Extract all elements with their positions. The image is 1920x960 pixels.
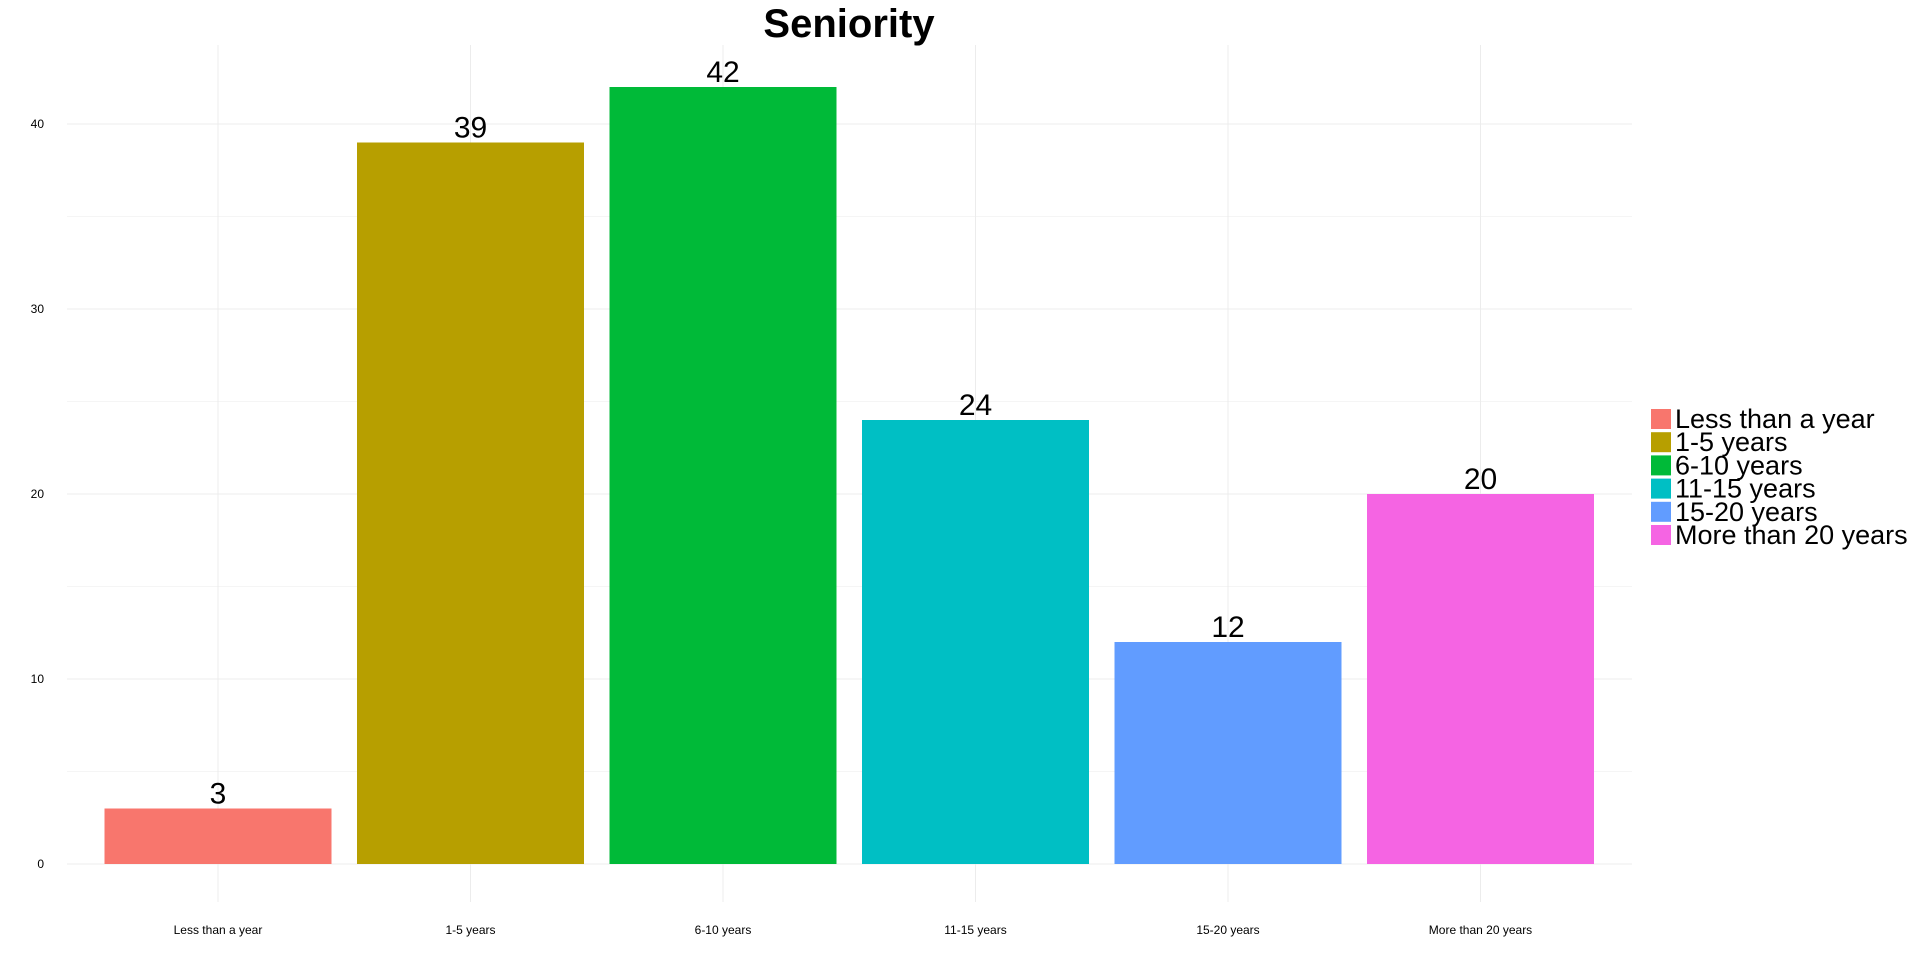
legend-label: 15-20 years <box>1675 497 1818 527</box>
data-labels: 3 39 42 24 12 20 <box>210 56 1498 811</box>
x-tick-label: Less than a year <box>174 923 263 937</box>
legend-swatch <box>1651 455 1671 476</box>
bar <box>609 87 837 864</box>
bar <box>862 420 1089 864</box>
data-label: 39 <box>454 112 487 145</box>
legend-swatch <box>1651 478 1671 499</box>
legend-swatch <box>1651 432 1671 453</box>
bar <box>1367 494 1594 864</box>
legend-label: 6-10 years <box>1675 450 1803 480</box>
legend-label: More than 20 years <box>1675 520 1908 550</box>
legend-swatch <box>1651 501 1671 522</box>
x-axis: Less than a year 1-5 years 6-10 years 11-15… <box>174 923 1533 937</box>
legend-label: Less than a year <box>1675 404 1875 434</box>
x-tick-label: 15-20 years <box>1196 923 1259 937</box>
data-label: 42 <box>706 56 739 89</box>
y-tick-label: 10 <box>31 672 45 686</box>
x-tick-label: 11-15 years <box>944 923 1006 937</box>
y-tick-label: 40 <box>31 117 45 131</box>
bar <box>357 142 584 864</box>
x-tick-label: More than 20 years <box>1429 923 1532 937</box>
legend-label: 11-15 years <box>1675 474 1816 504</box>
x-tick-label: 6-10 years <box>695 923 752 937</box>
data-label: 24 <box>959 389 992 422</box>
x-tick-label: 1-5 years <box>445 923 495 937</box>
legend-swatch <box>1651 409 1671 429</box>
bar <box>1114 642 1342 864</box>
legend-label: 1-5 years <box>1675 427 1788 457</box>
legend-swatch <box>1651 525 1671 545</box>
y-tick-label: 20 <box>31 487 45 501</box>
data-label: 20 <box>1464 463 1497 496</box>
bars <box>104 87 1594 864</box>
bar <box>104 808 332 864</box>
data-label: 3 <box>210 778 227 811</box>
y-tick-label: 30 <box>31 302 45 316</box>
y-axis: 0 10 20 30 40 <box>31 117 45 871</box>
data-label: 12 <box>1211 611 1244 644</box>
chart-title: Seniority <box>763 2 935 46</box>
y-tick-label: 0 <box>37 857 44 871</box>
